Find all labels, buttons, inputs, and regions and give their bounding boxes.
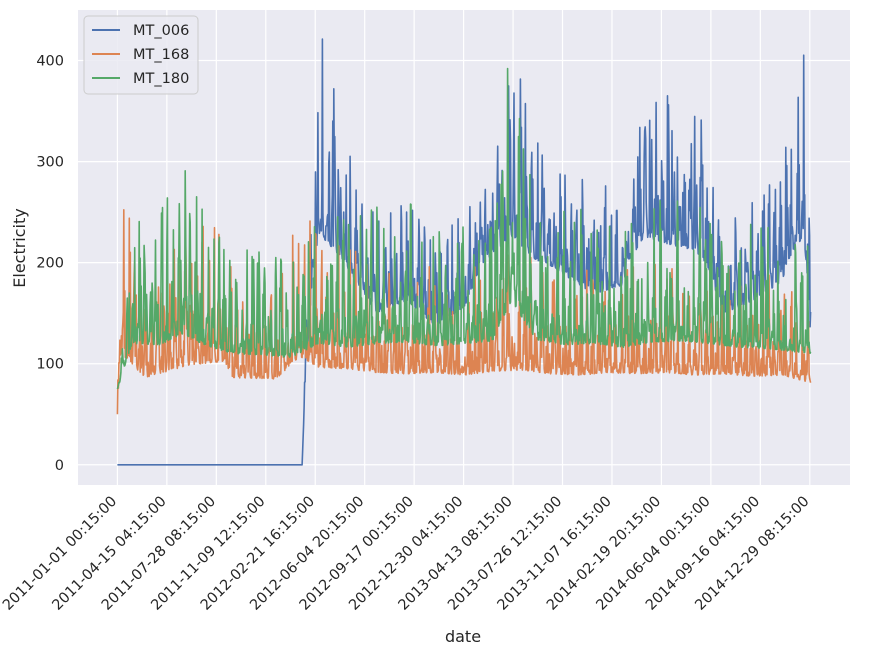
y-tick-label: 0 — [55, 458, 64, 474]
series-line-mt-180 — [116, 67, 812, 390]
y-axis-label: Electricity — [10, 208, 29, 287]
legend-items: MT_006 MT_168 MT_180 — [92, 23, 189, 87]
x-axis-label: date — [445, 627, 481, 646]
y-axis-ticks: 0 100 200 300 400 — [36, 54, 64, 474]
legend-label: MT_168 — [133, 47, 189, 63]
y-tick-label: 400 — [36, 54, 64, 70]
legend-box — [83, 15, 199, 95]
legend-label: MT_006 — [133, 23, 189, 39]
legend: MT_006 MT_168 MT_180 — [83, 15, 199, 95]
y-tick-label: 200 — [36, 256, 64, 272]
legend-label: MT_180 — [133, 71, 189, 87]
y-tick-label: 100 — [36, 357, 64, 373]
series-lines — [116, 38, 812, 466]
y-tick-label: 300 — [36, 155, 64, 171]
